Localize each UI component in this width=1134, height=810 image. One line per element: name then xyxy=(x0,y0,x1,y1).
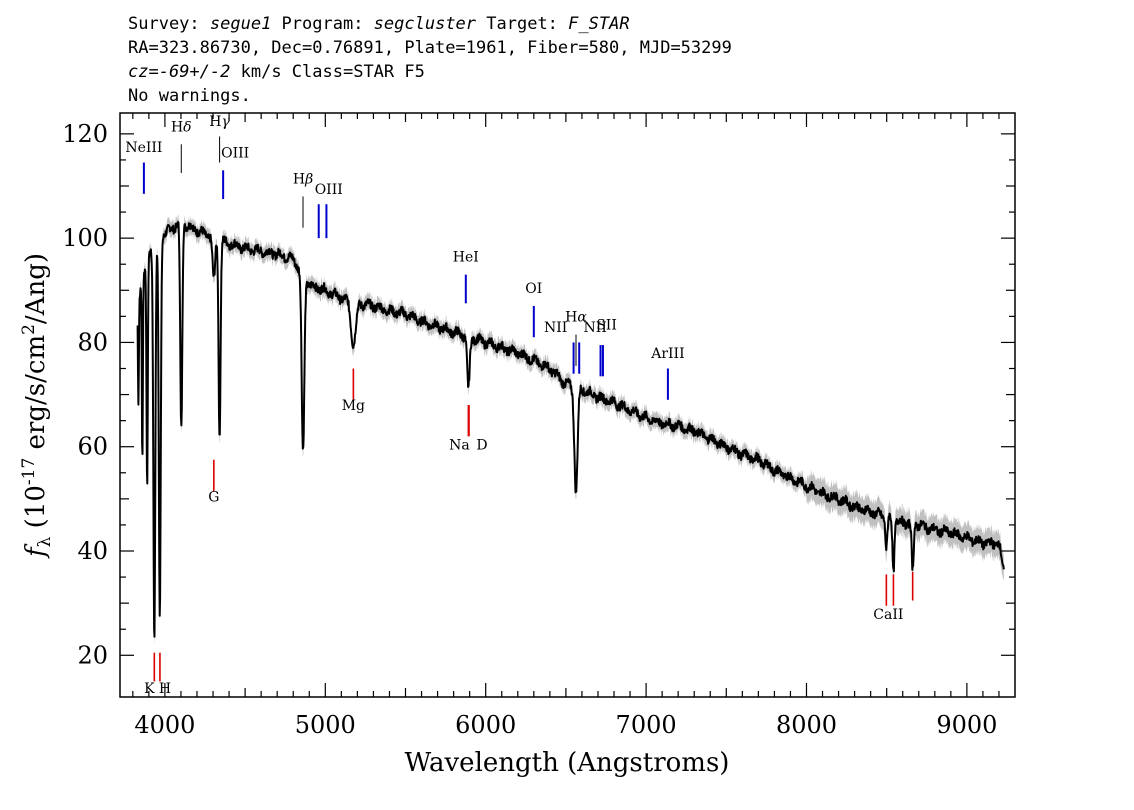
y-tick-label: 120 xyxy=(62,120,108,148)
plot-header: Survey: segue1 Program: segcluster Targe… xyxy=(128,12,1108,108)
x-tick-label: 6000 xyxy=(455,711,516,739)
absorption-marker-label: Na xyxy=(449,437,470,453)
program-value: segcluster xyxy=(373,14,477,34)
y-tick-label: 80 xyxy=(77,328,108,356)
emission-marker-label: NeIII xyxy=(125,140,162,156)
emission-marker-label: SII xyxy=(596,317,617,333)
emission-marker-label: NII xyxy=(584,320,607,336)
emission-marker-label: OI xyxy=(525,281,542,297)
y-tick-label: 40 xyxy=(77,537,108,565)
target-value: F_STAR xyxy=(568,14,630,34)
y-tick-label: 60 xyxy=(77,433,108,461)
header-line-warnings: No warnings. xyxy=(128,86,251,106)
absorption-marker-label: G xyxy=(208,489,219,505)
emission-marker-label: Hβ xyxy=(293,171,313,187)
x-tick-label: 9000 xyxy=(936,711,997,739)
emission-marker-label: Hδ xyxy=(171,119,192,135)
y-axis-label: fλ (10-17 erg/s/cm2/Ang) xyxy=(19,253,55,559)
emission-marker-label: NII xyxy=(544,320,567,336)
emission-marker-label: OIII xyxy=(315,182,343,198)
absorption-marker-label: CaII xyxy=(873,607,903,623)
axis-ticks: 4000 5000 6000 7000 8000 9000 20 40 60 80 100 120 xyxy=(62,113,1015,739)
spectrum-line xyxy=(136,220,1005,638)
y-tick-label: 100 xyxy=(62,224,108,252)
x-tick-label: 5000 xyxy=(295,711,356,739)
emission-marker-label: HeI xyxy=(453,250,479,266)
x-axis-label: Wavelength (Angstroms) xyxy=(405,748,730,778)
x-tick-label: 7000 xyxy=(616,711,677,739)
class-text: Class=STAR F5 xyxy=(281,62,425,82)
plot-frame xyxy=(119,112,1016,698)
emission-marker-label: OIII xyxy=(221,145,249,161)
spectrum-layer xyxy=(136,220,1005,638)
target-label: Target: xyxy=(476,14,569,34)
survey-label: Survey: xyxy=(128,14,210,34)
emission-marker-label: ArIII xyxy=(650,346,684,362)
absorption-marker-label: D xyxy=(476,437,487,453)
x-tick-label: 4000 xyxy=(134,711,195,739)
cz-label: cz= xyxy=(128,62,159,82)
x-tick-label: 8000 xyxy=(776,711,837,739)
emission-marker-label: Hγ xyxy=(209,114,230,130)
header-line-coordinates: RA=323.86730, Dec=0.76891, Plate=1961, F… xyxy=(128,38,732,58)
emission-marker-label: Hα xyxy=(565,310,587,326)
program-label: Program: xyxy=(271,14,374,34)
cz-value: -69+/-2 xyxy=(158,62,231,82)
absorption-marker-label: Mg xyxy=(342,398,365,414)
error-band xyxy=(137,214,1004,645)
survey-value: segue1 xyxy=(209,14,272,34)
header-line-survey: Survey: segue1 Program: segcluster Targe… xyxy=(128,12,1108,36)
y-tick-label: 20 xyxy=(77,641,108,669)
cz-unit: km/s xyxy=(230,62,282,82)
header-line-redshift: cz=-69+/-2 km/s Class=STAR F5 xyxy=(128,60,1108,84)
error-band-layer xyxy=(137,214,1004,645)
absorption-marker-label: K xyxy=(144,681,155,697)
